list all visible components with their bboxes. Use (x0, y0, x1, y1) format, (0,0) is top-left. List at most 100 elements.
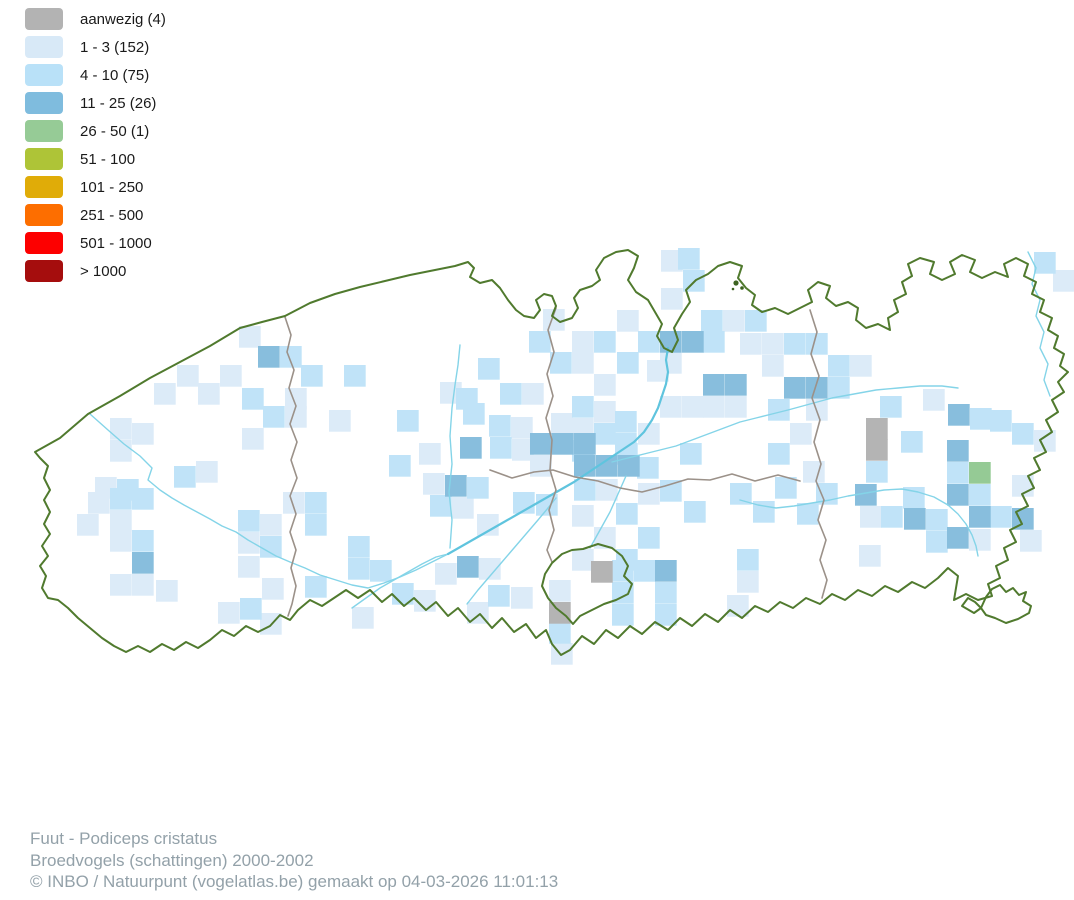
grid-cell-1-3 (512, 439, 534, 461)
river-nete-albertkanaal (611, 385, 959, 463)
footer-copyright: © INBO / Natuurpunt (vogelatlas.be) gema… (30, 872, 559, 892)
grid-cell-4-10 (616, 503, 638, 525)
grid-cell-4-10 (174, 466, 196, 488)
province-borders-layer (284, 307, 828, 617)
grid-cell-4-10 (737, 549, 759, 571)
grid-cell-4-10 (574, 479, 596, 501)
grid-cell-1-3 (1053, 270, 1074, 292)
legend-swatch (25, 92, 63, 114)
grid-cell-4-10 (655, 582, 677, 604)
grid-cell-4-10 (389, 455, 411, 477)
grid-cell-1-3 (132, 423, 154, 445)
grid-cell-1-3 (110, 510, 132, 532)
footer-species: Fuut - Podiceps cristatus (30, 829, 218, 848)
legend-label: 101 - 250 (80, 178, 144, 196)
grid-cell-1-3 (239, 326, 261, 348)
grid-cell-4-10 (703, 331, 725, 353)
grid-cell-1-3 (543, 309, 565, 331)
grid-cell-1-3 (549, 580, 571, 602)
grid-cell-11-25 (904, 508, 926, 530)
grid-cell-4-10 (990, 410, 1012, 432)
grid-cell-1-3 (177, 365, 199, 387)
grid-cell-11-25 (596, 455, 618, 477)
grid-cell-4-10 (238, 510, 260, 532)
grid-cell-1-3 (572, 549, 594, 571)
grid-cell-4-10 (745, 310, 767, 332)
legend-swatch (25, 36, 63, 58)
legend-item: > 1000 (25, 260, 166, 282)
grid-cell-4-10 (370, 560, 392, 582)
canal-gent-terneuzen (448, 344, 461, 549)
grid-cell-4-10 (926, 509, 948, 531)
grid-cell-1-3 (132, 574, 154, 596)
map-footer: Fuut - Podiceps cristatus Broedvogels (s… (30, 828, 558, 893)
grid-cell-11-25 (784, 377, 806, 399)
grid-cell-11-25 (725, 374, 747, 396)
grid-cell-1-3 (110, 418, 132, 440)
legend-item: aanwezig (4) (25, 8, 166, 30)
province-border-brabant (489, 469, 801, 493)
grid-cell-4-10 (132, 530, 154, 552)
grid-cell-4-10 (489, 415, 511, 437)
grid-cell-11-25 (445, 475, 467, 497)
grid-cell-1-3 (435, 563, 457, 585)
legend-item: 11 - 25 (26) (25, 92, 166, 114)
grid-cell-1-3 (196, 461, 218, 483)
grid-cells-layer (77, 248, 1074, 665)
grid-cell-1-3 (551, 413, 573, 435)
grid-cell-1-3 (452, 497, 474, 519)
grid-cell-4-10 (612, 604, 634, 626)
grid-cell-1-3 (419, 443, 441, 465)
legend-swatch (25, 64, 63, 86)
legend-swatch (25, 232, 63, 254)
grid-cell-4-10 (488, 585, 510, 607)
grid-cell-4-10 (1034, 252, 1056, 274)
grid-cell-11-25 (947, 440, 969, 462)
grid-cell-4-10 (348, 536, 370, 558)
grid-cell-11-25 (969, 506, 991, 528)
grid-cell-4-10 (240, 598, 262, 620)
grid-cell-1-3 (110, 574, 132, 596)
grid-cell-1-3 (703, 396, 725, 418)
legend-item: 51 - 100 (25, 148, 166, 170)
grid-cell-11-25 (618, 455, 640, 477)
legend-label: 51 - 100 (80, 150, 136, 168)
grid-cell-4-10 (463, 403, 485, 425)
grid-cell-aanwezig (591, 561, 613, 583)
grid-cell-11-25 (552, 433, 574, 455)
grid-cell-1-3 (790, 423, 812, 445)
river-dender (466, 497, 557, 605)
legend-label: 4 - 10 (75) (80, 66, 150, 84)
grid-cell-4-10 (467, 477, 489, 499)
grid-cell-11-25 (855, 484, 877, 506)
grid-cell-4-10 (617, 352, 639, 374)
legend-item: 1 - 3 (152) (25, 36, 166, 58)
grid-cell-11-25 (947, 484, 969, 506)
grid-cell-4-10 (775, 477, 797, 499)
grid-cell-1-3 (110, 440, 132, 462)
grid-cell-4-10 (500, 383, 522, 405)
grid-cell-1-3 (260, 514, 282, 536)
province-border-west (284, 316, 298, 617)
grid-cell-1-3 (572, 331, 594, 353)
grid-cell-1-3 (661, 288, 683, 310)
grid-cell-1-3 (723, 310, 745, 332)
grid-cell-4-10 (263, 406, 285, 428)
grid-cell-1-3 (262, 578, 284, 600)
grid-cell-4-10 (806, 333, 828, 355)
grid-cell-11-25 (460, 437, 482, 459)
grid-cell-4-10 (660, 480, 682, 502)
grid-cell-4-10 (701, 310, 723, 332)
baarle-hertog-enclaves (731, 280, 744, 291)
grid-cell-1-3 (352, 607, 374, 629)
legend-item: 4 - 10 (75) (25, 64, 166, 86)
grid-cell-11-25 (703, 374, 725, 396)
grid-cell-4-10 (615, 411, 637, 433)
grid-cell-4-10 (655, 604, 677, 626)
grid-cell-4-10 (132, 488, 154, 510)
grid-cell-1-3 (850, 355, 872, 377)
grid-cell-1-3 (156, 580, 178, 602)
grid-cell-4-10 (678, 248, 700, 270)
grid-cell-1-3 (596, 479, 618, 501)
brussels-enclave-outline (541, 543, 633, 625)
